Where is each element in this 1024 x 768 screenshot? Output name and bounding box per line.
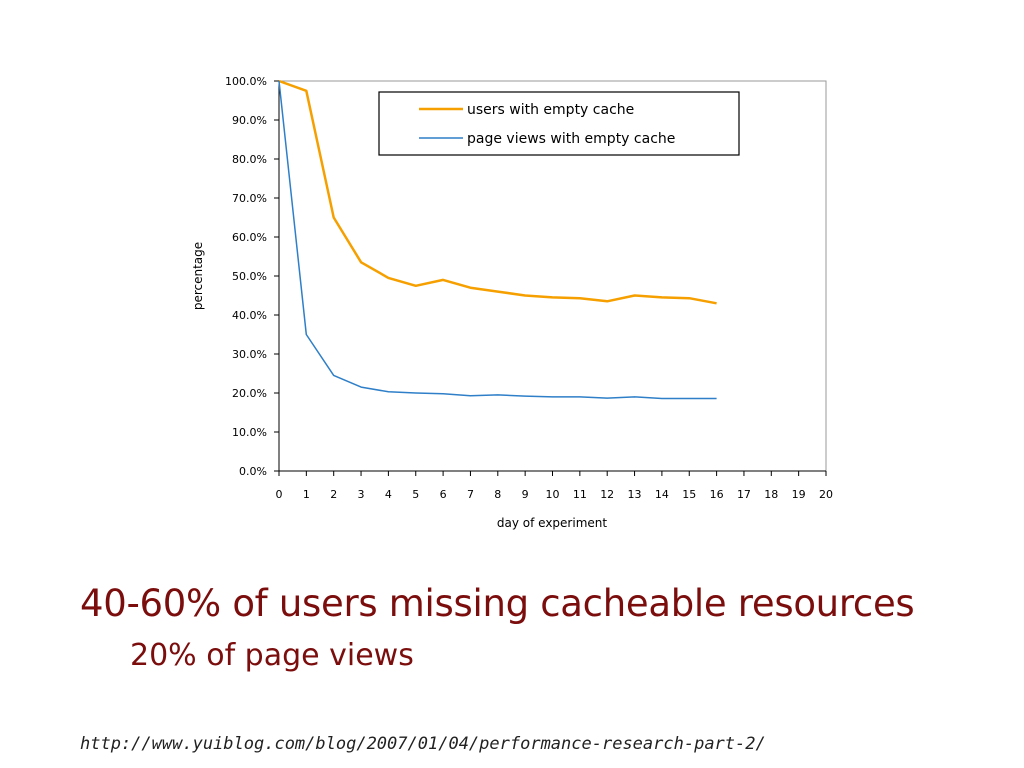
legend: users with empty cache page views with e… <box>378 91 740 156</box>
x-tick-label: 1 <box>303 488 310 501</box>
y-tick-label: 100.0% <box>225 75 267 88</box>
y-tick-label: 40.0% <box>232 309 267 322</box>
y-axis-title: percentage <box>191 242 205 310</box>
x-tick-label: 17 <box>737 488 751 501</box>
y-tick-label: 20.0% <box>232 387 267 400</box>
slide-headline: 40-60% of users missing cacheable resour… <box>80 582 915 625</box>
x-tick-label: 20 <box>819 488 833 501</box>
x-tick-label: 10 <box>546 488 560 501</box>
y-tick-label: 50.0% <box>232 270 267 283</box>
x-tick-label: 13 <box>628 488 642 501</box>
legend-label-pageviews: page views with empty cache <box>467 131 675 147</box>
x-tick-label: 3 <box>358 488 365 501</box>
series-line-pageviews <box>278 80 717 400</box>
x-tick-label: 11 <box>573 488 587 501</box>
legend-box <box>378 91 740 156</box>
y-tick-label: 80.0% <box>232 153 267 166</box>
series-layer <box>278 79 717 400</box>
x-tick-label: 18 <box>764 488 778 501</box>
source-url[interactable]: http://www.yuiblog.com/blog/2007/01/04/p… <box>80 734 766 754</box>
y-tick-label: 70.0% <box>232 192 267 205</box>
x-tick-label: 0 <box>276 488 283 501</box>
legend-label-users: users with empty cache <box>467 102 634 118</box>
y-tick-label: 60.0% <box>232 231 267 244</box>
x-tick-label: 9 <box>522 488 529 501</box>
x-tick-label: 8 <box>494 488 501 501</box>
x-tick-label: 15 <box>682 488 696 501</box>
y-tick-label: 90.0% <box>232 114 267 127</box>
x-axis-title: day of experiment <box>497 516 607 530</box>
x-tick-label: 12 <box>600 488 614 501</box>
x-tick-label: 7 <box>467 488 474 501</box>
y-tick-label: 30.0% <box>232 348 267 361</box>
line-chart: 0.0% 10.0% 20.0% 30.0% 40.0% 50.0% 60.0% 70.0% 8… <box>191 75 833 530</box>
x-axis-ticks: 0 1 2 3 4 5 6 7 8 9 10 11 12 13 14 15 16 17 18 19 20 <box>276 471 833 501</box>
x-tick-label: 14 <box>655 488 669 501</box>
y-tick-label: 10.0% <box>232 426 267 439</box>
y-tick-label: 0.0% <box>239 465 267 478</box>
slide-subline: 20% of page views <box>130 638 414 673</box>
series-line-users <box>278 79 717 305</box>
y-axis-ticks: 0.0% 10.0% 20.0% 30.0% 40.0% 50.0% 60.0% 70.0% 8… <box>225 75 279 478</box>
x-tick-label: 6 <box>440 488 447 501</box>
x-tick-label: 16 <box>710 488 724 501</box>
x-tick-label: 4 <box>385 488 392 501</box>
x-tick-label: 5 <box>412 488 419 501</box>
x-tick-label: 19 <box>792 488 806 501</box>
x-tick-label: 2 <box>330 488 337 501</box>
